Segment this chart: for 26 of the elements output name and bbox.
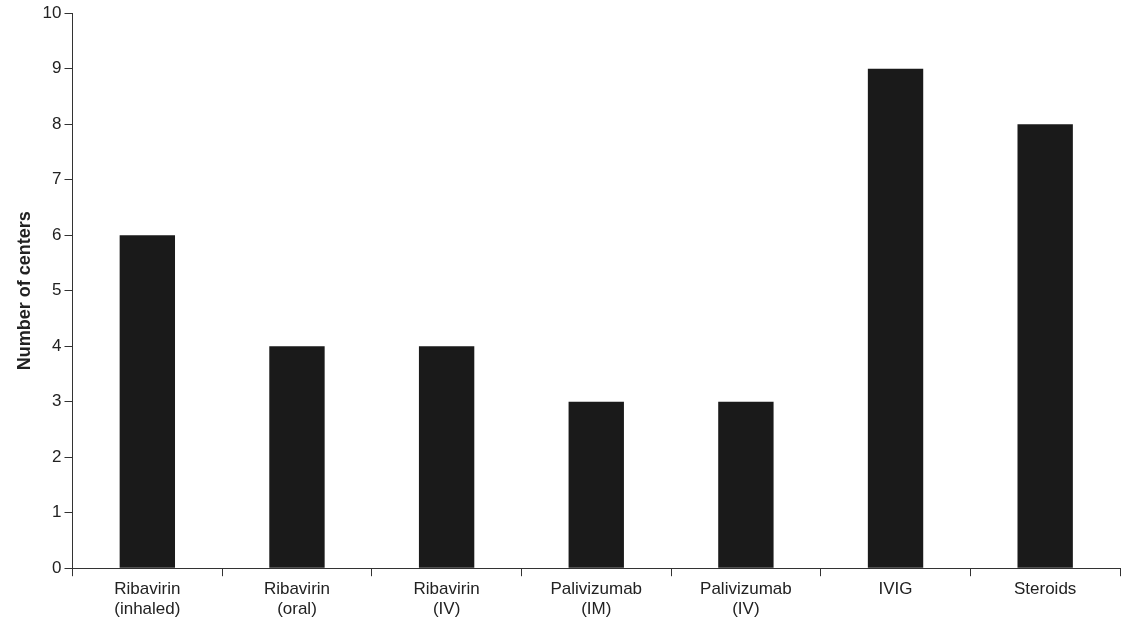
y-axis-title: Number of centers <box>13 211 34 371</box>
y-tick-label: 10 <box>42 2 62 22</box>
bar <box>867 68 924 568</box>
x-tick-label: Ribavirin (oral) <box>263 579 331 619</box>
y-tick-label: 7 <box>52 169 62 189</box>
y-tick-label: 8 <box>52 113 62 133</box>
x-tick-label: Ribavirin (inhaled) <box>114 579 181 619</box>
bar <box>1017 124 1073 568</box>
y-tick-label: 3 <box>52 391 62 411</box>
y-tick-label: 9 <box>52 58 62 78</box>
y-tick-label: 4 <box>52 335 62 355</box>
y-tick-label: 2 <box>52 446 62 466</box>
y-tick-label: 1 <box>52 502 62 522</box>
x-tick-label: Steroids <box>1013 579 1077 599</box>
y-tick-label: 5 <box>52 280 62 300</box>
x-tick-label: Ribavirin (IV) <box>413 579 480 619</box>
x-tick-label: Palivizumab (IV) <box>700 579 792 619</box>
x-tick-label: Palivizumab (IM) <box>550 579 643 619</box>
bar <box>119 235 176 568</box>
y-tick-label: 6 <box>52 224 62 244</box>
bar <box>269 346 325 568</box>
y-tick-label: 0 <box>52 557 62 577</box>
bar <box>418 346 475 568</box>
bar <box>568 401 624 568</box>
x-tick-label: IVIG <box>878 579 913 599</box>
bar <box>718 401 774 568</box>
